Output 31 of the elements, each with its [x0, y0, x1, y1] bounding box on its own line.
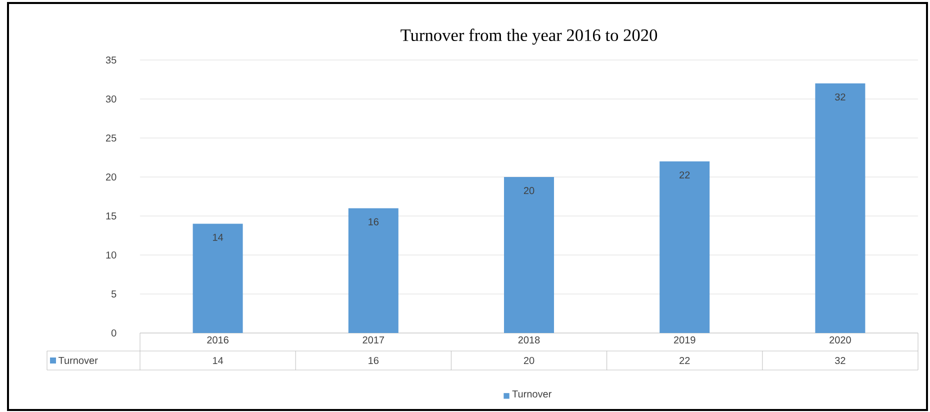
- text: 16: [368, 218, 379, 226]
- data-label: 32: [835, 356, 846, 364]
- legend-label: Turnover: [512, 390, 552, 398]
- text: 22: [680, 171, 690, 178]
- chart-title: Turnover from the year 2016 to 2020: [400, 28, 658, 45]
- bar: [192, 224, 243, 333]
- bar: [504, 177, 554, 333]
- y-tick-label: 30: [106, 95, 116, 103]
- text: 14: [213, 234, 224, 241]
- bar: [815, 83, 866, 333]
- y-tick-label: 25: [106, 134, 116, 142]
- y-tick-label: 10: [106, 251, 116, 259]
- text: 20: [524, 187, 534, 194]
- y-tick-label: 20: [106, 173, 116, 181]
- data-label: 14: [213, 357, 224, 364]
- x-tick-label: 2020: [830, 336, 851, 344]
- x-tick-label: 2018: [518, 336, 540, 344]
- y-tick-label: 0: [111, 329, 116, 337]
- data-label: 22: [680, 357, 690, 364]
- bar: [660, 161, 710, 333]
- x-tick-label: 2019: [674, 336, 696, 344]
- y-tick-label: 15: [106, 212, 116, 220]
- x-tick-label: 2017: [362, 336, 384, 344]
- x-tick-label: 2016: [207, 336, 228, 344]
- text: Turnover: [58, 357, 98, 364]
- y-tick-label: 35: [106, 56, 116, 64]
- bar: [348, 208, 398, 333]
- data-label: 20: [524, 356, 534, 364]
- text: 32: [835, 93, 846, 101]
- y-tick-label: 5: [111, 290, 116, 298]
- data-label: 16: [368, 356, 379, 364]
